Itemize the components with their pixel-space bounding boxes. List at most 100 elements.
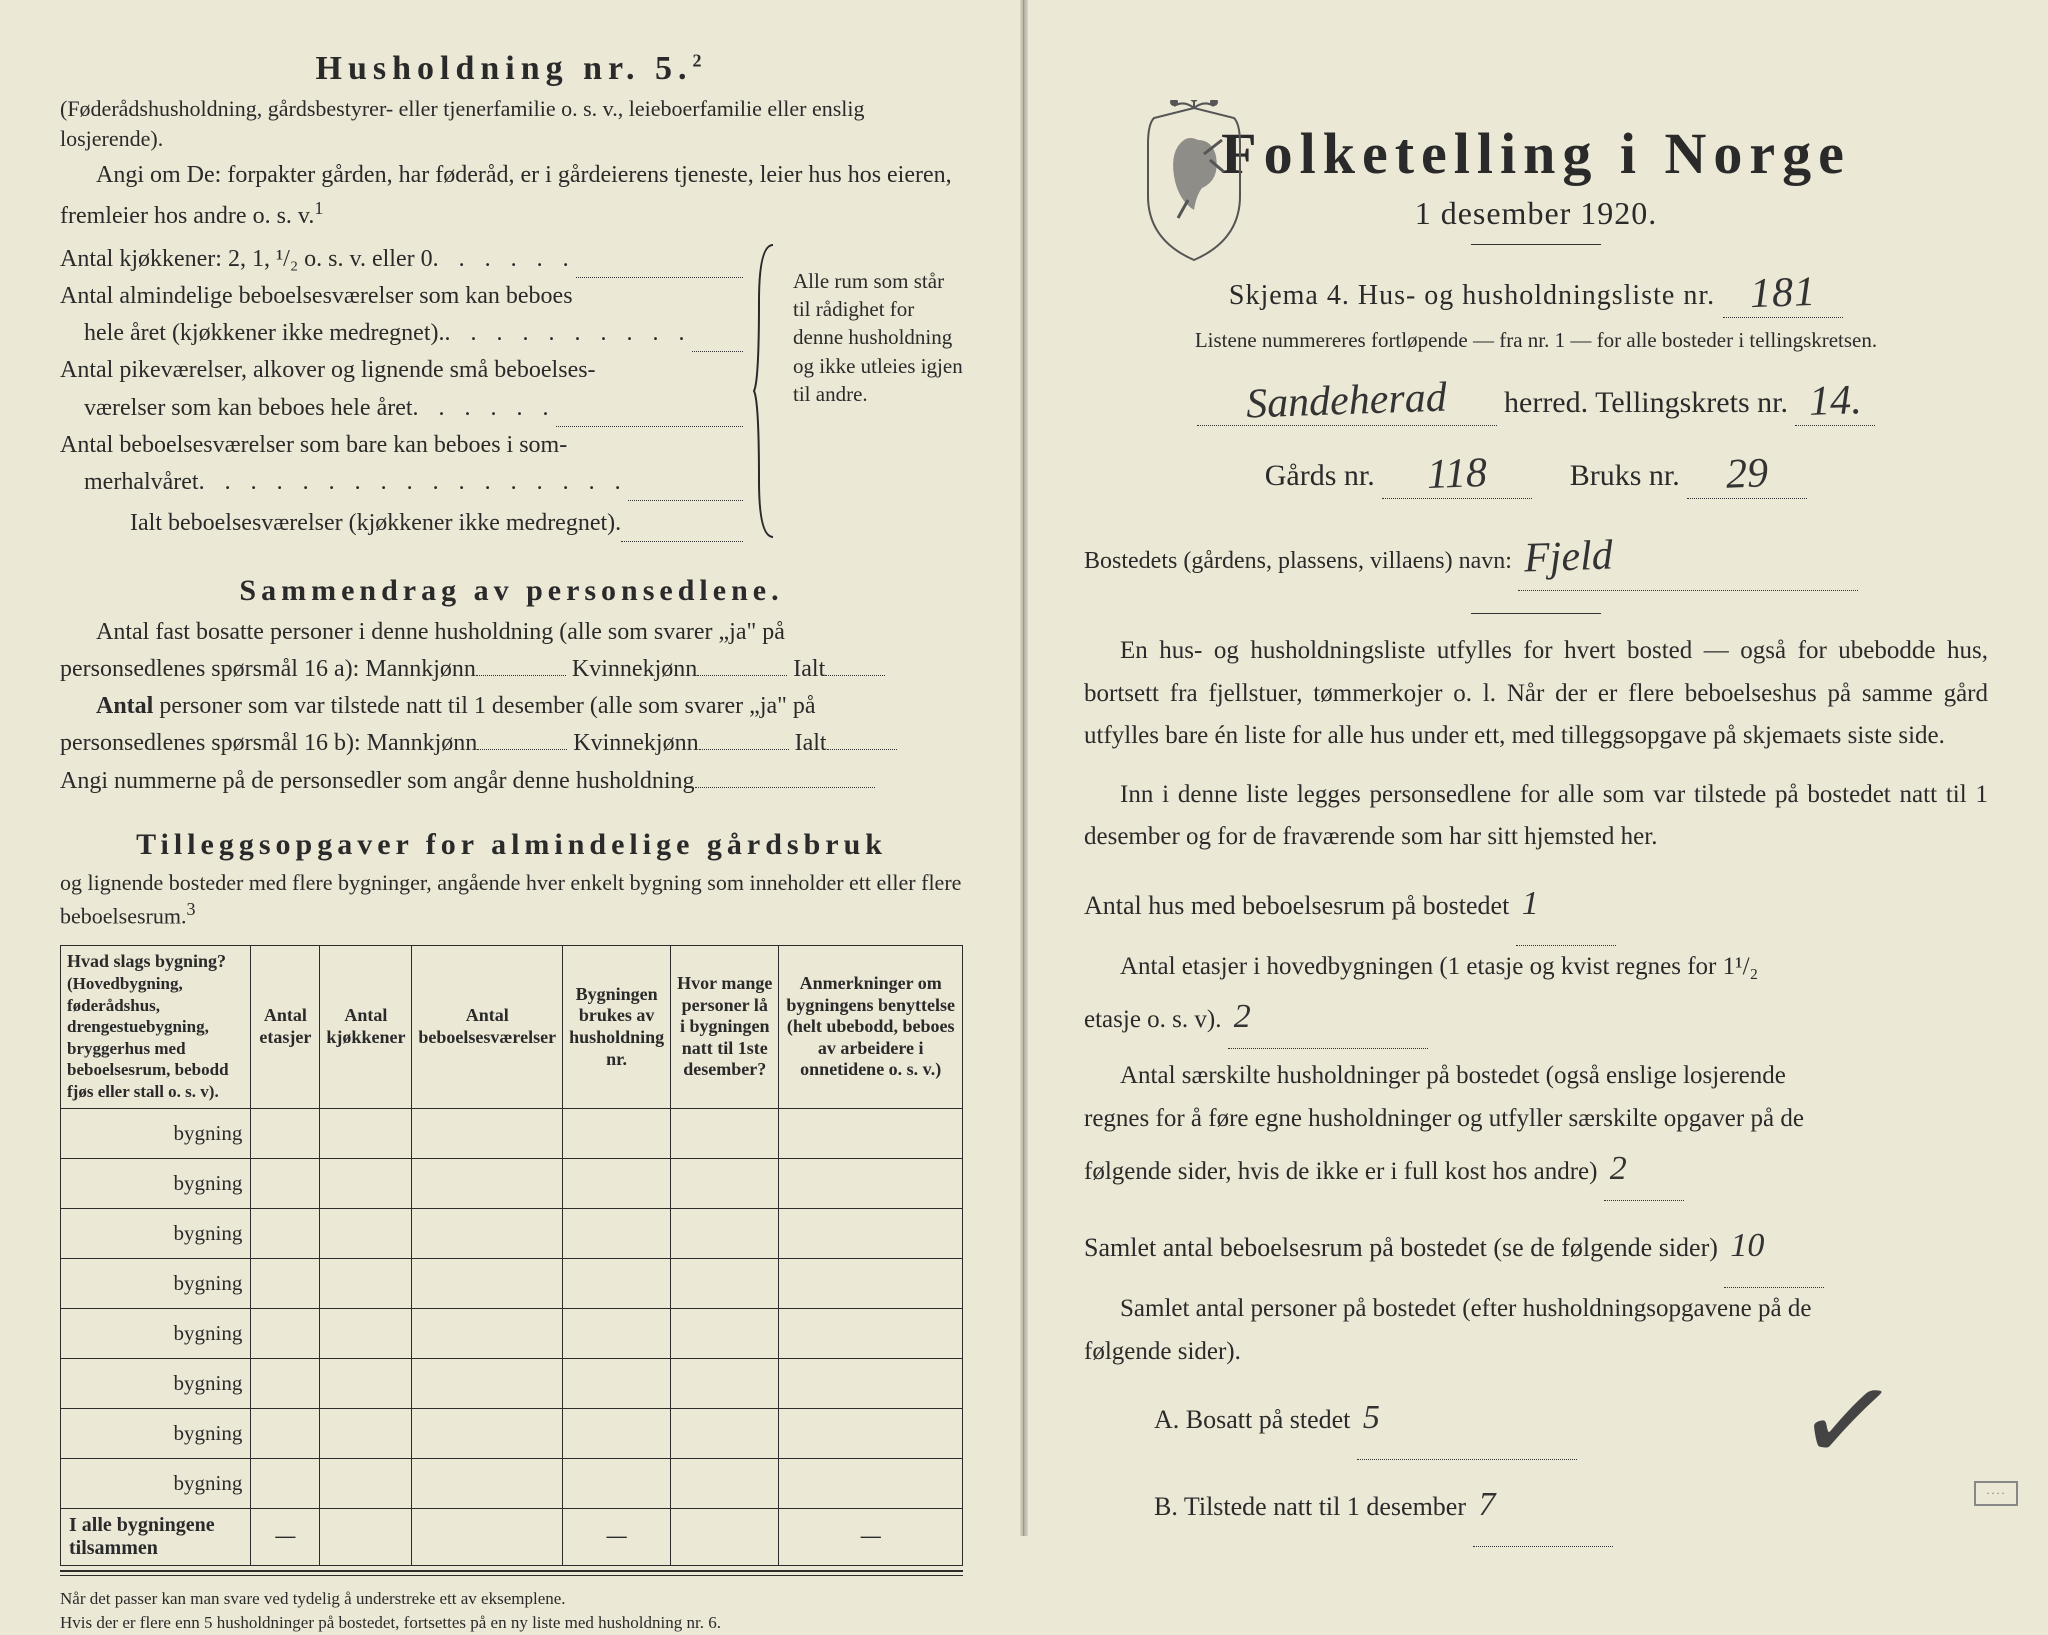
table-row: bygning [61,1308,963,1358]
checkmark-icon: ✓ [1788,1346,1907,1498]
household-title: Husholdning nr. 5.2 [60,50,963,88]
right-page: Folketelling i Norge 1 desember 1920. Sk… [1024,0,2048,1536]
sd3-row: Angi nummerne på de personsedler som ang… [60,763,963,800]
dots: . . . . . . [413,390,556,427]
line3b: værelser som kan beboes hele året [84,390,413,427]
q2-row: Antal etasjer i hovedbygningen (1 etasje… [1084,946,1988,1049]
sd2a: Antal Antal personer som var tilstede na… [60,688,963,725]
q1-value: 1 [1522,865,1539,943]
qB: B. Tilstede natt til 1 desember [1154,1492,1466,1521]
field[interactable] [628,500,743,501]
field[interactable] [697,675,787,676]
byg-cell[interactable]: bygning [61,1458,251,1508]
byg-cell[interactable]: bygning [61,1158,251,1208]
q5b: følgende sider). [1084,1338,1241,1365]
line2b: hele året (kjøkkener ikke medregnet). [84,315,445,352]
th-c1a: Hvad slags bygning? [67,951,226,971]
field[interactable] [699,749,789,750]
q2-value: 2 [1234,988,1251,1046]
double-rule [60,1570,963,1576]
line2a: Antal almindelige beboelsesværelser som … [60,278,573,315]
para1: En hus- og husholdningsliste utfylles fo… [1084,630,1988,758]
field[interactable] [695,787,875,788]
skjema-label: Skjema 4. Hus- og husholdningsliste nr. [1229,280,1715,311]
sd2b-row: personsedlenes spørsmål 16 b): Mannkjønn… [60,725,963,762]
sd-kv: Kvinnekjønn [572,656,697,682]
bracket-note: Alle rum som står til rådighet for denne… [793,241,963,546]
table-row: bygning [61,1458,963,1508]
field[interactable] [827,749,897,750]
rooms-block: Antal kjøkkener: 2, 1, ¹/₂ o. s. v. elle… [60,241,963,546]
summary-title: Sammendrag av personsedlene. [60,574,963,608]
table-row: bygning [61,1408,963,1458]
byg-cell[interactable]: bygning [61,1258,251,1308]
q3c: følgende sider, hvis de ikke er i full k… [1084,1158,1597,1185]
th-c3: Antal kjøkkener [320,946,412,1108]
qB-value: 7 [1479,1466,1496,1544]
book-spine [1020,0,1028,1536]
th-c7: Anmerkninger om bygningens benyttelse (h… [779,946,963,1108]
byg-cell[interactable]: bygning [61,1108,251,1158]
fn2: Hvis der er flere enn 5 husholdninger på… [60,1612,963,1635]
line3a: Antal pikeværelser, alkover og lignende … [60,352,596,389]
dots: . . . . . . . . . . [445,315,692,352]
qA: A. Bosatt på stedet [1154,1405,1350,1434]
coat-of-arms-icon [1124,100,1264,275]
q1-row: Antal hus med beboelsesrum på bostedet 1 [1084,865,1988,946]
printer-stamp: ···· [1974,1481,2018,1506]
table-row: bygning [61,1258,963,1308]
hh-desc: (Føderådshusholdning, gårdsbestyrer- ell… [60,94,963,153]
sd3: Angi nummerne på de personsedler som ang… [60,768,695,794]
tg-sub: og lignende bosteder med flere bygninger… [60,868,963,932]
field[interactable] [692,351,744,352]
krets-nr: 14. [1808,376,1862,426]
dash: — [779,1508,963,1565]
byg-cell[interactable]: bygning [61,1358,251,1408]
building-table: Hvad slags bygning? (Hovedbygning, føder… [60,945,963,1565]
angi-sup: 1 [314,198,323,218]
para1-text: En hus- og husholdningsliste utfylles fo… [1084,637,1988,749]
th-c5: Bygningen brukes av husholdning nr. [563,946,671,1108]
field[interactable] [576,277,743,278]
para2: Inn i denne liste legges personsedlene f… [1084,774,1988,859]
sd1b-row: personsedlenes spørsmål 16 a): Mannkjønn… [60,651,963,688]
line4a: Antal beboelsesværelser som bare kan beb… [60,427,567,464]
bosted-row: Bostedets (gårdens, plassens, villaens) … [1084,523,1988,591]
skjema-nr: 181 [1749,268,1817,318]
q2a: Antal etasjer i hovedbygningen (1 etasje… [1120,953,1758,980]
q3-row: Antal særskilte husholdninger på bostede… [1084,1055,1988,1201]
field[interactable] [556,426,743,427]
field[interactable] [476,675,566,676]
byg-cell[interactable]: bygning [61,1208,251,1258]
q5a: Samlet antal personer på bostedet (efter… [1120,1295,1811,1322]
field[interactable] [477,749,567,750]
herred-label: herred. Tellingskrets nr. [1504,386,1788,419]
hh-title-text: Husholdning nr. 5. [316,50,693,87]
line1: Antal kjøkkener: 2, 1, ¹/₂ o. s. v. elle… [60,241,433,278]
th-c1: Hvad slags bygning? (Hovedbygning, føder… [61,946,251,1108]
sd2b: personsedlenes spørsmål 16 b): Mannkjønn [60,730,477,756]
line5: Ialt beboelsesværelser (kjøkkener ikke m… [130,505,621,542]
th-c6: Hvor mange personer lå i bygningen natt … [671,946,779,1108]
title-rule [1471,244,1601,245]
bosted-name: Fjeld [1523,523,1614,591]
list-note: Listene nummereres fortløpende — fra nr.… [1084,328,1988,353]
para2-text: Inn i denne liste legges personsedlene f… [1084,781,1988,851]
sd1a: Antal fast bosatte personer i denne hush… [60,614,963,651]
tg-sup: 3 [186,899,195,919]
curly-bracket [753,241,783,546]
field[interactable] [621,541,743,542]
q4-row: Samlet antal beboelsesrum på bostedet (s… [1084,1207,1988,1288]
angi-text: Angi om De: forpakter gården, har føderå… [60,162,952,228]
dash: — [563,1508,671,1565]
qA-value: 5 [1363,1379,1380,1457]
byg-cell[interactable]: bygning [61,1308,251,1358]
q1: Antal hus med beboelsesrum på bostedet [1084,891,1509,920]
sum-label: I alle bygningene tilsammen [61,1508,251,1565]
herred-name: Sandeherad [1245,374,1447,429]
left-page: Husholdning nr. 5.2 (Føderådshusholdning… [0,0,1024,1536]
bruks-nr: 29 [1725,449,1769,498]
byg-cell[interactable]: bygning [61,1408,251,1458]
gards-row: Gårds nr. 118 Bruks nr. 29 [1084,448,1988,499]
field[interactable] [825,675,885,676]
